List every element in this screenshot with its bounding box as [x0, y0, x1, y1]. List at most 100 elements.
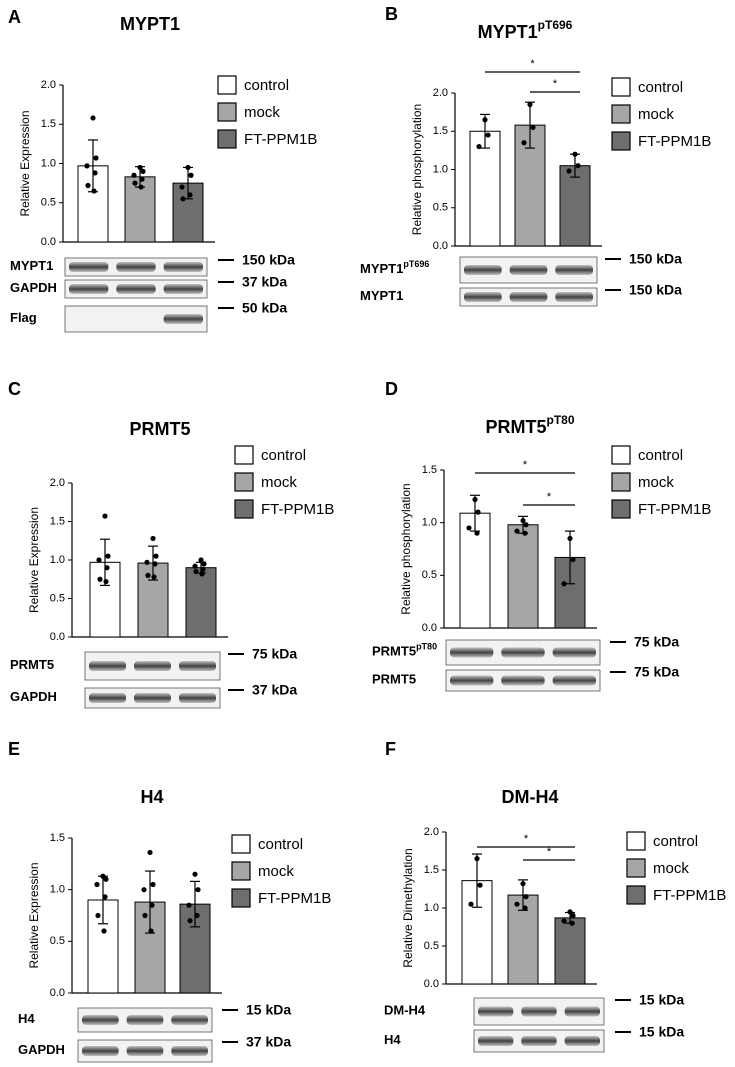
data-point — [149, 902, 155, 908]
legend-swatch — [611, 77, 631, 97]
data-point — [522, 905, 528, 911]
panel-letter: A — [8, 7, 21, 27]
y-axis-label: Relative Dimethylation — [401, 848, 415, 967]
data-point — [523, 894, 529, 900]
data-point — [575, 163, 581, 169]
blot-band — [163, 262, 203, 272]
blot-label: MYPT1pT696 — [360, 259, 429, 276]
legend-label: FT-PPM1B — [261, 501, 334, 518]
data-point — [199, 571, 205, 577]
blot-band — [521, 1006, 557, 1017]
y-tick-label: 1.0 — [50, 554, 65, 566]
y-tick-label: 0.0 — [50, 987, 65, 999]
kda-label: 75 kDa — [634, 664, 679, 680]
data-point — [151, 574, 157, 580]
data-point — [520, 517, 526, 524]
data-point — [569, 920, 575, 926]
data-point — [132, 180, 138, 186]
blot-band — [69, 262, 109, 272]
data-point — [570, 556, 576, 563]
bar — [469, 130, 501, 247]
kda-label: 15 kDa — [246, 1002, 291, 1018]
title-text: H4 — [140, 787, 163, 807]
data-point — [148, 928, 154, 934]
data-point — [150, 881, 156, 888]
data-point — [521, 140, 527, 146]
blot-label: GAPDH — [10, 689, 57, 704]
data-point — [97, 576, 103, 582]
legend-swatch — [217, 102, 237, 122]
data-point — [561, 581, 567, 587]
data-point — [474, 856, 480, 862]
data-point — [514, 528, 520, 534]
y-tick-label: 1.5 — [422, 464, 437, 476]
data-point — [474, 530, 480, 536]
chart-title: DM-H4 — [502, 787, 559, 807]
blot-band — [464, 292, 502, 302]
data-point — [153, 553, 159, 559]
data-point — [192, 871, 198, 877]
data-point — [572, 151, 578, 157]
data-point — [566, 168, 572, 174]
data-point — [186, 902, 192, 908]
legend-swatch — [626, 885, 646, 905]
blot-label: DM-H4 — [384, 1003, 426, 1018]
data-point — [477, 882, 483, 888]
blot-label-sup: pT80 — [416, 642, 437, 652]
data-point — [520, 881, 526, 887]
error-bar — [100, 538, 110, 587]
data-point — [105, 553, 111, 559]
data-point — [527, 101, 533, 108]
legend-label: control — [258, 836, 303, 853]
panel: A MYPT1 0.0 0.5 1.0 1.5 2.0 Relative Expression… — [8, 7, 317, 333]
data-point — [150, 535, 156, 542]
data-point — [192, 563, 198, 569]
error-bar — [472, 853, 482, 908]
data-point — [476, 143, 482, 150]
legend-label: mock — [638, 474, 674, 491]
title-sup: pT696 — [538, 18, 573, 32]
bar — [554, 917, 586, 985]
blot-band — [82, 1046, 119, 1056]
legend-label: mock — [244, 104, 280, 121]
y-axis-label: Relative phosphorylation — [410, 104, 424, 235]
data-point — [103, 876, 109, 882]
blot-label: Flag — [10, 310, 37, 325]
legend-label: mock — [261, 474, 297, 491]
data-point — [530, 124, 536, 131]
blot-band — [509, 265, 548, 275]
chart-title: PRMT5pT80 — [485, 413, 574, 437]
blot-label: H4 — [384, 1032, 401, 1047]
panel-letter: C — [8, 379, 21, 399]
data-point — [195, 887, 201, 893]
data-point — [139, 176, 145, 182]
y-tick-label: 2.0 — [424, 826, 439, 838]
blot-band — [69, 284, 109, 294]
y-tick-label: 0.0 — [50, 631, 65, 643]
blot-label: MYPT1 — [10, 258, 53, 273]
y-axis-label: Relative Expression — [27, 862, 41, 968]
kda-label: 150 kDa — [242, 252, 295, 268]
y-tick-label: 1.0 — [422, 517, 437, 529]
blot-band — [116, 262, 156, 272]
blot-label-text: PRMT5 — [10, 657, 54, 672]
data-point — [179, 184, 185, 190]
kda-label: 37 kDa — [246, 1034, 291, 1050]
data-point — [180, 196, 186, 202]
y-tick-label: 1.0 — [41, 157, 56, 169]
blot-label: PRMT5 — [372, 672, 416, 687]
legend-label: control — [638, 79, 683, 96]
y-tick-label: 1.5 — [50, 515, 65, 527]
data-point — [96, 557, 102, 563]
blot-label: PRMT5pT80 — [372, 642, 437, 659]
blot-band — [501, 675, 545, 686]
blot-band — [134, 661, 171, 671]
data-point — [514, 901, 520, 907]
blot-label-sup: pT696 — [403, 259, 429, 269]
data-point — [187, 192, 193, 198]
chart-title: H4 — [140, 787, 163, 807]
blot-band — [179, 661, 216, 671]
blot-band — [163, 314, 203, 324]
legend-label: FT-PPM1B — [258, 890, 331, 907]
